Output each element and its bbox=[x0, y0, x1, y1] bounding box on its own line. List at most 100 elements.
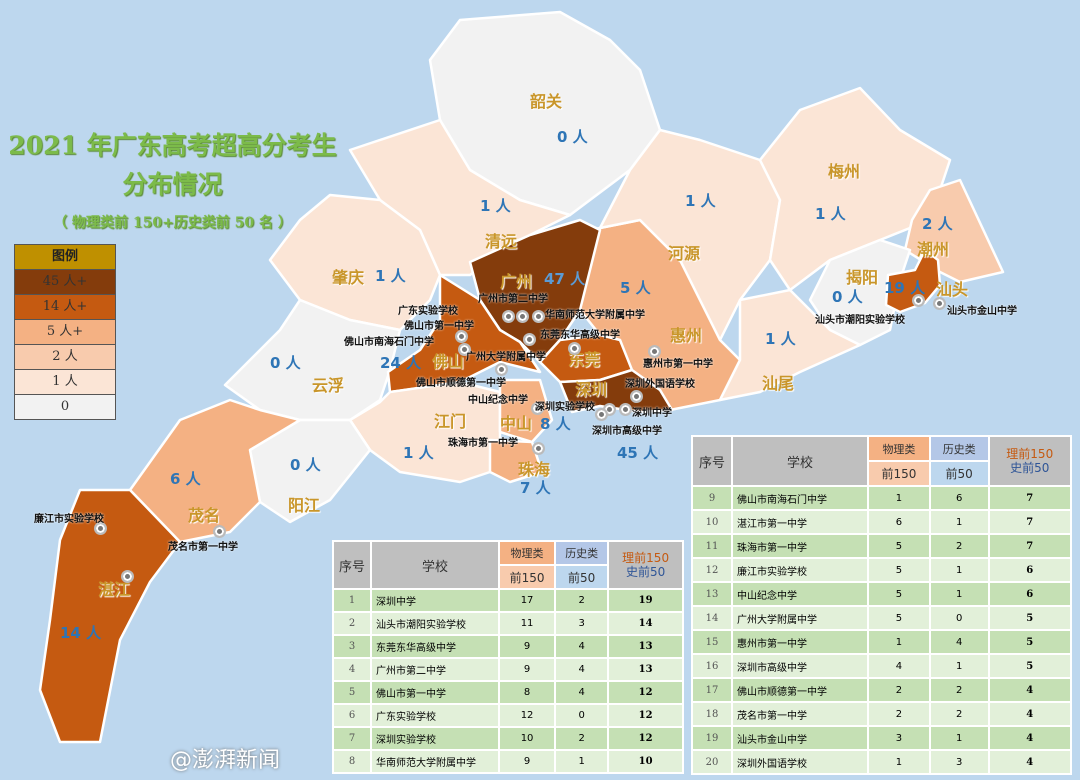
count-zhaoqing: 1 人 bbox=[375, 267, 406, 285]
count-jiangmen: 1 人 bbox=[403, 444, 434, 462]
region-jiangmen bbox=[348, 380, 502, 484]
school-marker bbox=[458, 343, 471, 356]
cell-rank: 3 bbox=[334, 636, 370, 657]
cell-rank: 14 bbox=[693, 607, 731, 629]
map-title: 2021 年广东高考超高分考生 bbox=[8, 131, 337, 160]
table-row: 10 湛江市第一中学 6 1 7 bbox=[693, 511, 1070, 533]
header-total-1: 理前150 bbox=[1006, 447, 1054, 461]
region-shanwei bbox=[718, 288, 862, 402]
count-zhanjiang: 14 人 bbox=[60, 624, 102, 642]
cell-total: 13 bbox=[609, 636, 682, 657]
school-label: 深圳中学 bbox=[632, 408, 672, 419]
count-zhuhai: 7 人 bbox=[520, 479, 551, 497]
school-label: 华南师范大学附属中学 bbox=[545, 310, 645, 321]
school-label: 佛山市第一中学 bbox=[404, 321, 474, 332]
cell-history: 4 bbox=[556, 636, 608, 657]
header-no: 序号 bbox=[334, 542, 370, 588]
city-label-zhaoqing: 肇庆 bbox=[332, 268, 365, 287]
header-total-1: 理前150 bbox=[622, 551, 670, 565]
city-label-jiangmen: 江门 bbox=[434, 412, 467, 431]
cell-school: 汕头市潮阳实验学校 bbox=[372, 613, 498, 634]
cell-history: 3 bbox=[556, 613, 608, 634]
cell-rank: 7 bbox=[334, 728, 370, 749]
legend-item-1: 1 人 bbox=[15, 369, 115, 394]
cell-school: 佛山市第一中学 bbox=[372, 682, 498, 703]
cell-total: 4 bbox=[989, 679, 1070, 701]
school-label: 东莞东华高级中学 bbox=[540, 330, 620, 341]
cell-rank: 15 bbox=[693, 631, 731, 653]
region-maoming bbox=[128, 398, 302, 544]
header-physics-sub: 前150 bbox=[869, 462, 929, 485]
count-shenzhen: 45 人 bbox=[617, 444, 659, 462]
region-zhanjiang bbox=[38, 488, 182, 744]
cell-school: 广东实验学校 bbox=[372, 705, 498, 726]
school-label: 惠州市第一中学 bbox=[643, 359, 713, 370]
cell-rank: 8 bbox=[334, 751, 370, 772]
cell-rank: 18 bbox=[693, 703, 731, 725]
cell-history: 4 bbox=[556, 659, 608, 680]
school-marker bbox=[648, 345, 661, 358]
cell-history: 4 bbox=[930, 631, 988, 653]
cell-physics: 5 bbox=[869, 535, 929, 557]
cell-rank: 2 bbox=[334, 613, 370, 634]
cell-history: 1 bbox=[556, 751, 608, 772]
school-marker bbox=[630, 390, 643, 403]
city-label-shenzhen: 深圳 bbox=[575, 380, 608, 399]
school-marker bbox=[94, 522, 107, 535]
cell-history: 1 bbox=[930, 511, 988, 533]
cell-physics: 17 bbox=[500, 590, 555, 611]
school-marker bbox=[912, 294, 925, 307]
cell-physics: 9 bbox=[500, 636, 555, 657]
cell-total: 4 bbox=[989, 703, 1070, 725]
cell-history: 0 bbox=[930, 607, 988, 629]
region-meizhou bbox=[758, 86, 952, 292]
cell-physics: 5 bbox=[869, 559, 929, 581]
cell-physics: 12 bbox=[500, 705, 555, 726]
legend-item-14: 14 人+ bbox=[15, 294, 115, 319]
cell-physics: 6 bbox=[869, 511, 929, 533]
header-physics: 物理类 bbox=[869, 437, 929, 460]
cell-physics: 9 bbox=[500, 659, 555, 680]
cell-total: 13 bbox=[609, 659, 682, 680]
count-shaoguan: 0 人 bbox=[557, 128, 588, 146]
legend: 图例 45 人+ 14 人+ 5 人+ 2 人 1 人 0 bbox=[14, 244, 116, 420]
cell-rank: 12 bbox=[693, 559, 731, 581]
table-row: 5 佛山市第一中学 8 4 12 bbox=[334, 682, 682, 703]
cell-history: 1 bbox=[930, 559, 988, 581]
cell-rank: 5 bbox=[334, 682, 370, 703]
school-marker bbox=[495, 363, 508, 376]
school-marker bbox=[568, 342, 581, 355]
school-label: 广州市第二中学 bbox=[478, 294, 548, 305]
count-meizhou: 1 人 bbox=[815, 205, 846, 223]
cell-history: 0 bbox=[556, 705, 608, 726]
school-label: 佛山市南海石门中学 bbox=[344, 337, 434, 348]
count-heyuan: 1 人 bbox=[685, 192, 716, 210]
school-label: 汕头市金山中学 bbox=[947, 306, 1017, 317]
count-maoming: 6 人 bbox=[170, 470, 201, 488]
cell-history: 2 bbox=[930, 535, 988, 557]
cell-rank: 13 bbox=[693, 583, 731, 605]
cell-school: 佛山市南海石门中学 bbox=[733, 487, 867, 509]
school-marker bbox=[532, 442, 545, 455]
city-label-shantou: 汕头 bbox=[936, 280, 969, 299]
cell-total: 12 bbox=[609, 728, 682, 749]
table-row: 20 深圳外国语学校 1 3 4 bbox=[693, 751, 1070, 773]
cell-physics: 11 bbox=[500, 613, 555, 634]
cell-rank: 20 bbox=[693, 751, 731, 773]
cell-history: 1 bbox=[930, 727, 988, 749]
city-label-zhuhai: 珠海 bbox=[518, 460, 551, 479]
school-marker bbox=[455, 330, 468, 343]
legend-item-0: 0 bbox=[15, 394, 115, 419]
table-row: 8 华南师范大学附属中学 9 1 10 bbox=[334, 751, 682, 772]
header-total: 理前150 史前50 bbox=[609, 542, 682, 588]
table-row: 17 佛山市顺德第一中学 2 2 4 bbox=[693, 679, 1070, 701]
region-shantou bbox=[884, 248, 942, 314]
cell-total: 7 bbox=[989, 487, 1070, 509]
header-physics-sub: 前150 bbox=[500, 566, 555, 588]
cell-rank: 1 bbox=[334, 590, 370, 611]
cell-total: 10 bbox=[609, 751, 682, 772]
cell-total: 7 bbox=[989, 511, 1070, 533]
count-guangzhou: 47 人 bbox=[544, 270, 586, 288]
cell-rank: 19 bbox=[693, 727, 731, 749]
legend-heading: 图例 bbox=[15, 245, 115, 269]
